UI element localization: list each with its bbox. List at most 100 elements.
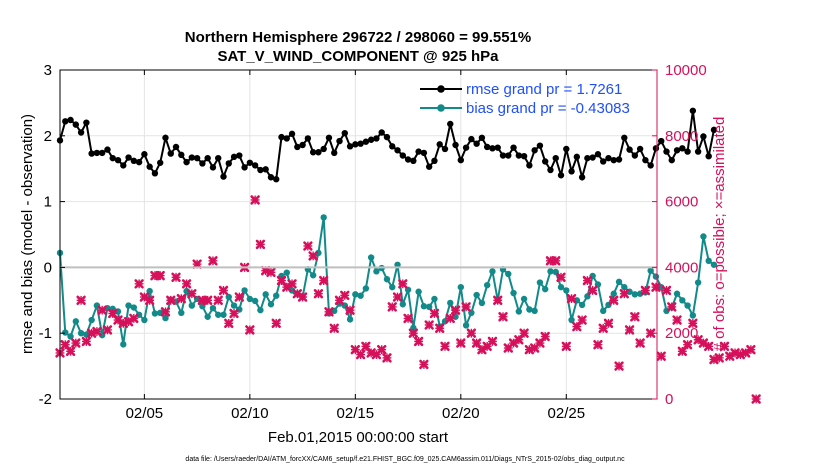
- data-point: [636, 145, 644, 153]
- data-point: [309, 272, 317, 279]
- data-point: [658, 137, 665, 145]
- obs-count-marker: [218, 285, 229, 296]
- data-point: [541, 285, 549, 293]
- data-point: [431, 295, 438, 303]
- data-point: [415, 288, 422, 295]
- data-point: [621, 283, 628, 291]
- obs-count-marker: [324, 307, 334, 317]
- data-point: [536, 279, 544, 286]
- obs-count-marker: [271, 318, 281, 329]
- data-point: [62, 329, 69, 336]
- data-point: [573, 153, 581, 161]
- obs-count-marker: [382, 353, 392, 363]
- data-point: [399, 152, 407, 159]
- data-point: [394, 147, 401, 154]
- data-point: [679, 297, 686, 304]
- y-tick-label-right: 2000: [665, 325, 698, 342]
- data-point: [130, 157, 138, 165]
- data-point: [257, 306, 264, 314]
- data-point: [288, 287, 296, 294]
- obs-count-marker: [408, 328, 419, 338]
- data-point: [230, 153, 238, 161]
- data-point: [146, 163, 153, 170]
- data-point: [531, 307, 538, 315]
- data-point: [125, 302, 132, 309]
- data-point: [283, 269, 290, 276]
- obs-count-marker: [609, 295, 619, 306]
- data-point: [515, 152, 523, 159]
- data-point: [98, 149, 106, 157]
- data-point: [114, 156, 122, 164]
- obs-count-marker: [160, 307, 171, 317]
- data-point: [199, 160, 206, 167]
- obs-count-marker: [303, 241, 313, 251]
- obs-count-marker: [461, 302, 471, 312]
- x-axis-label: Feb.01,2015 00:00:00 start: [268, 429, 449, 446]
- data-point: [162, 314, 169, 322]
- x-tick-label: 02/05: [126, 405, 164, 422]
- data-point: [262, 166, 269, 173]
- data-point: [615, 278, 623, 286]
- tick-layer: 02/05 02/10 02/15 02/20 02/25 -2 -1 0 1 2 3 0 2000 40…: [39, 62, 707, 422]
- obs-count-marker: [398, 279, 408, 289]
- y-axis-label-left: rmse and bias (model - observation): [19, 114, 36, 354]
- data-point: [320, 145, 327, 153]
- data-point: [547, 268, 554, 275]
- obs-count-marker: [703, 341, 714, 352]
- data-point: [520, 295, 528, 303]
- data-point: [563, 145, 570, 153]
- data-point: [88, 150, 95, 157]
- obs-count-marker: [556, 272, 566, 282]
- data-point: [694, 279, 702, 286]
- data-point: [410, 157, 417, 165]
- y-tick-label-right: 8000: [665, 128, 698, 145]
- data-point: [273, 292, 280, 299]
- data-point: [478, 299, 486, 307]
- obs-count-marker: [345, 305, 355, 315]
- obs-count-marker: [176, 293, 186, 304]
- legend-bias-label: bias grand pr = -0.43083: [466, 100, 630, 117]
- data-point: [336, 137, 343, 145]
- obs-count-marker: [619, 289, 630, 299]
- data-point: [689, 107, 697, 114]
- data-point: [668, 156, 675, 164]
- data-point: [367, 254, 375, 261]
- data-point: [510, 144, 517, 151]
- obs-count-marker: [577, 315, 587, 325]
- data-file-footnote: data file: /Users/raeder/DAI/ATM_forcXX/…: [185, 456, 625, 463]
- data-point: [420, 303, 428, 310]
- obs-count-marker: [624, 325, 635, 335]
- obs-count-marker: [582, 275, 593, 286]
- data-point: [241, 164, 248, 171]
- y-tick-label-left: 2: [44, 128, 52, 145]
- data-point: [394, 261, 401, 268]
- data-point: [673, 290, 681, 297]
- data-point: [526, 162, 533, 169]
- obs-count-marker: [450, 305, 461, 315]
- data-point: [283, 135, 290, 142]
- data-point: [605, 154, 612, 162]
- obs-count-marker: [587, 285, 598, 296]
- data-point: [473, 140, 480, 147]
- data-point: [505, 270, 512, 278]
- obs-count-marker: [435, 323, 445, 333]
- obs-count-marker: [445, 313, 455, 324]
- data-point: [473, 291, 480, 299]
- data-point: [151, 310, 159, 317]
- y-tick-label-right: 4000: [665, 259, 698, 276]
- data-point: [652, 273, 660, 280]
- data-point: [251, 162, 259, 169]
- data-point: [331, 149, 338, 157]
- obs-count-marker: [656, 351, 666, 361]
- data-point: [621, 134, 628, 141]
- data-point: [77, 330, 85, 337]
- data-point: [462, 144, 470, 151]
- data-point: [515, 308, 523, 315]
- y-tick-label-right: 0: [665, 391, 673, 408]
- data-point: [251, 297, 259, 305]
- data-point: [663, 148, 670, 155]
- obs-count-marker: [355, 349, 366, 360]
- obs-count-marker: [403, 313, 413, 324]
- obs-count-marker: [129, 313, 139, 324]
- data-point: [62, 118, 69, 125]
